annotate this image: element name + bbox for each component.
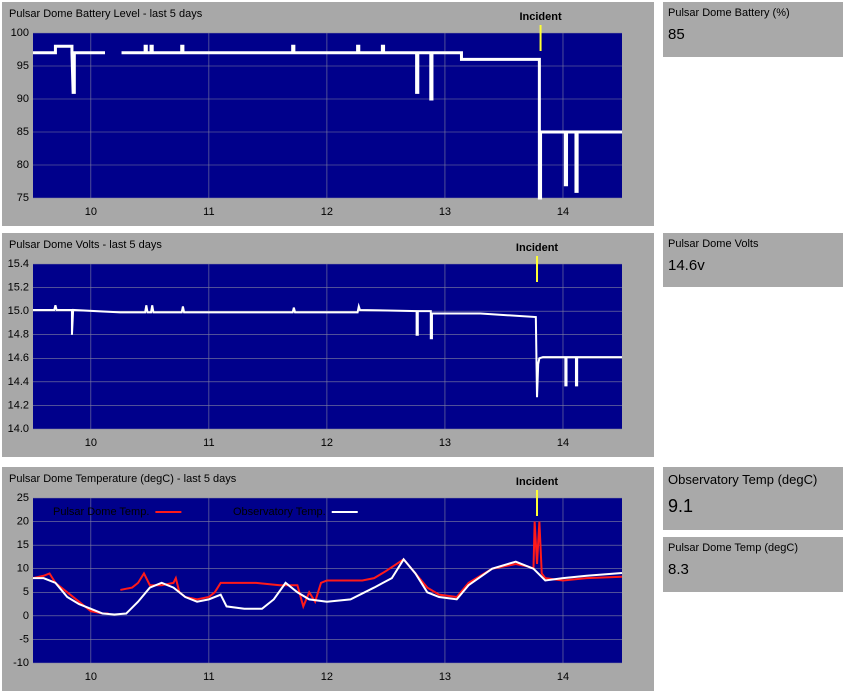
data-line [33,302,622,398]
stat-value: 85 [668,26,685,43]
stat-value: 8.3 [668,561,689,578]
charts: Pulsar Dome Battery Level - last 5 days 7… [2,2,654,691]
stat-box: Pulsar Dome Volts 14.6v [663,233,843,287]
x-tick-label: 11 [203,671,214,683]
x-tick-label: 12 [321,671,333,683]
stat-box: Pulsar Dome Battery (%) 85 [663,2,843,57]
stat-label: Observatory Temp (degC) [668,472,818,487]
stat-label: Pulsar Dome Temp (degC) [668,542,799,554]
x-tick-label: 14 [557,437,569,449]
y-tick-label: 25 [17,492,29,504]
x-tick-label: 14 [557,206,569,218]
annotation: Incident [519,11,562,23]
chart-title: Pulsar Dome Battery Level - last 5 days [9,8,203,20]
y-tick-label: 14.2 [8,399,29,411]
y-tick-label: 14.6 [8,352,29,364]
y-tick-label: 15.2 [8,281,29,293]
stat-label: Pulsar Dome Volts [668,238,759,250]
x-tick-label: 10 [85,671,97,683]
chart-title: Pulsar Dome Volts - last 5 days [9,239,162,251]
annotation: Incident [516,242,559,254]
stat-label: Pulsar Dome Battery (%) [668,7,790,19]
y-tick-label: 0 [23,610,29,622]
y-tick-label: 14.8 [8,329,29,341]
data-line [33,44,106,94]
stat-value: 9.1 [668,496,694,516]
annotation: Incident [516,476,559,488]
x-tick-label: 14 [557,671,569,683]
chart-title: Pulsar Dome Temperature (degC) - last 5 … [9,473,237,485]
stat-value: 14.6v [668,257,705,274]
y-tick-label: 80 [17,159,29,171]
x-tick-label: 10 [85,437,97,449]
data-line [120,521,623,610]
y-tick-label: 95 [17,60,29,72]
legend-label: Observatory Temp. [233,506,326,518]
y-tick-label: -10 [13,657,29,669]
y-tick-label: 15.0 [8,305,29,317]
plot-area [33,33,622,198]
x-tick-label: 13 [439,206,451,218]
stat-box: Observatory Temp (degC) 9.1 [663,467,843,530]
x-tick-label: 11 [203,437,214,449]
y-tick-label: 20 [17,515,29,527]
plot-area [33,264,622,429]
stat-box: Pulsar Dome Temp (degC) 8.3 [663,537,843,592]
y-tick-label: 85 [17,126,29,138]
legend-label: Pulsar Dome Temp. [53,506,149,518]
y-tick-label: 10 [17,563,29,575]
y-tick-label: -5 [19,633,29,645]
y-tick-label: 100 [11,27,29,39]
y-tick-label: 15 [17,539,29,551]
x-tick-label: 11 [203,206,214,218]
y-tick-label: 15.4 [8,258,29,270]
y-tick-label: 75 [17,192,29,204]
x-tick-label: 12 [321,206,333,218]
x-tick-label: 10 [85,206,97,218]
x-tick-label: 13 [439,671,451,683]
y-tick-label: 90 [17,93,29,105]
data-line [33,557,623,616]
y-tick-label: 14.4 [8,376,29,388]
y-tick-label: 14.0 [8,423,29,435]
x-tick-label: 12 [321,437,333,449]
data-line [121,44,622,200]
y-tick-label: 5 [23,586,29,598]
x-tick-label: 13 [439,437,451,449]
